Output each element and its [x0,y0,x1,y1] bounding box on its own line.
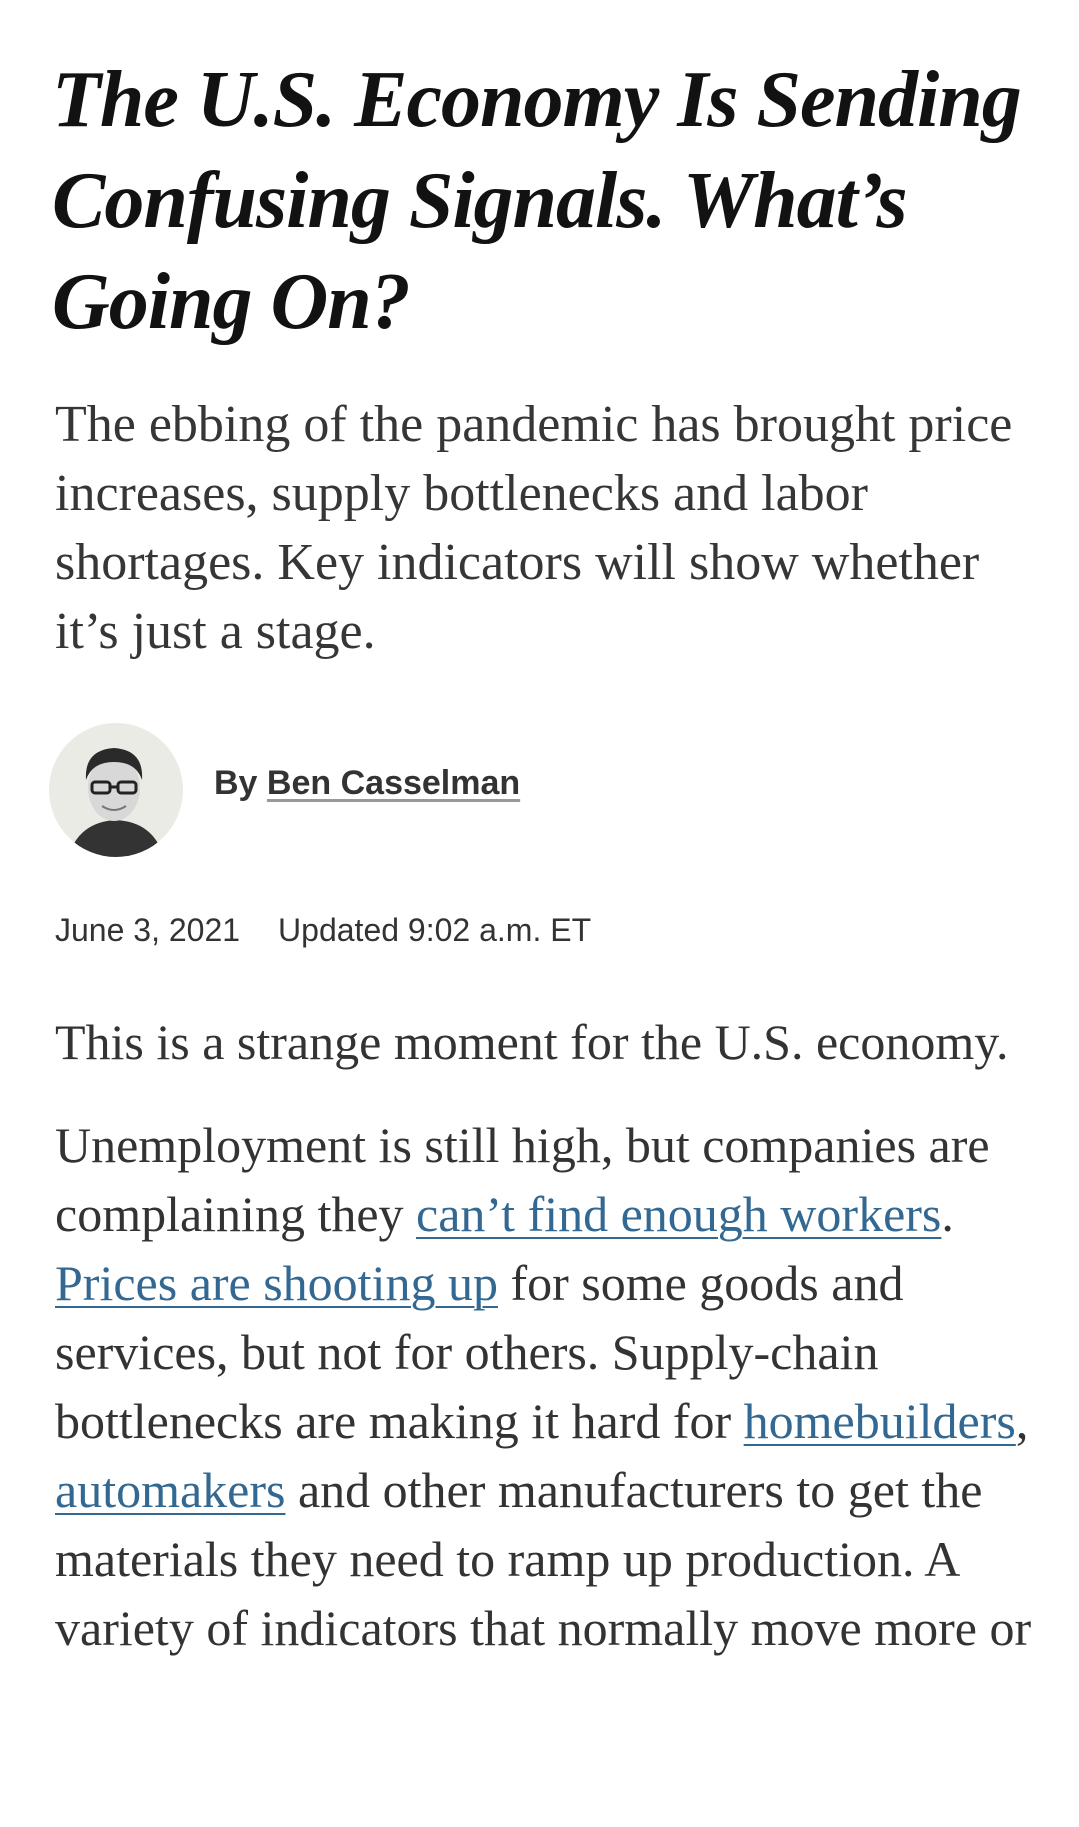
text-run: and other manufacturers to get the mater… [55,1462,1032,1656]
publish-date: June 3, 2021 [55,912,241,948]
summary: The ebbing of the pandemic has brought p… [55,396,1013,660]
updated-time: Updated 9:02 a.m. ET [278,912,592,948]
paragraph: Unemployment is still high, but companie… [55,1111,1060,1663]
author-avatar[interactable] [48,722,184,858]
inline-link[interactable]: homebuilders [743,1393,1016,1449]
text-run: Unemployment is still high, but companie… [55,1117,990,1242]
text-run: , [1015,1393,1029,1449]
inline-link[interactable]: Prices are shooting up [55,1255,498,1311]
byline: By Ben Casselman [214,764,520,803]
inline-link[interactable]: can’t find enough workers [416,1186,942,1242]
byline-prefix: By [214,764,258,802]
text-run: This is a strange moment for the U.S. ec… [55,1014,1009,1070]
dateline: June 3, 2021 Updated 9:02 a.m. ET [55,912,591,949]
author-link[interactable]: Ben Casselman [266,764,521,802]
text-run: for some goods and services, but not for… [55,1255,904,1449]
paragraph: This is a strange moment for the U.S. ec… [55,1008,1060,1077]
article-body: This is a strange moment for the U.S. ec… [55,1008,1060,1697]
inline-link[interactable]: automakers [55,1462,286,1518]
headline: The U.S. Economy Is Sending Confusing Si… [52,56,1022,346]
text-run: . [941,1186,954,1242]
